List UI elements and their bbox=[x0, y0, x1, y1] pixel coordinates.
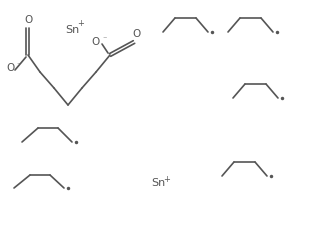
Text: ⁻: ⁻ bbox=[102, 34, 106, 43]
Text: +: + bbox=[77, 19, 84, 28]
Text: O: O bbox=[133, 29, 141, 39]
Text: +: + bbox=[163, 174, 170, 183]
Text: O: O bbox=[92, 37, 100, 47]
Text: Sn: Sn bbox=[65, 25, 79, 35]
Text: O: O bbox=[25, 15, 33, 25]
Text: Sn: Sn bbox=[151, 178, 165, 188]
Text: ⁻: ⁻ bbox=[16, 61, 20, 70]
Text: O: O bbox=[7, 63, 15, 73]
